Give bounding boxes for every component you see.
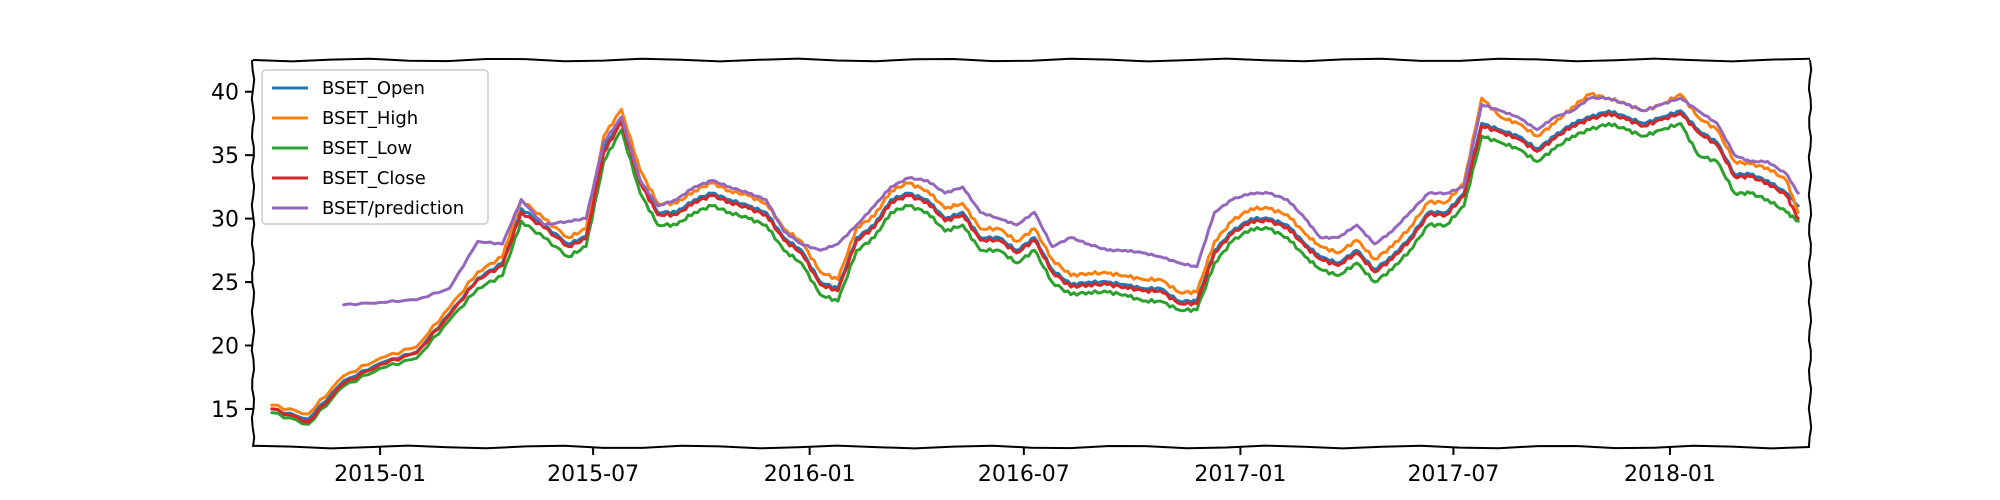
x-tick-label: 2016-07 [978,462,1070,487]
axes-frame [250,57,1813,450]
legend-label: BSET_Low [322,138,412,159]
x-tick-label: 2017-01 [1194,462,1286,487]
x-tick-label: 2015-07 [547,462,639,487]
x-tick-label: 2015-01 [334,462,426,487]
y-tick-label: 30 [211,208,239,233]
series-layer [270,91,1800,426]
y-axis: 15 20 25 30 35 40 [211,81,253,423]
legend-label: BSET_High [322,108,418,129]
x-tick-label: 2016-01 [764,462,856,487]
x-tick-label: 2018-01 [1624,462,1716,487]
series-line-bset-prediction [342,95,1800,307]
y-tick-label: 25 [211,271,239,296]
legend-label: BSET_Close [322,168,426,189]
legend-box [261,69,489,225]
legend-label: BSET/prediction [322,198,464,219]
legend-label: BSET_Open [322,78,425,99]
y-tick-label: 15 [211,398,239,423]
y-tick-label: 35 [211,144,239,169]
y-tick-label: 40 [211,81,239,106]
x-tick-label: 2017-07 [1407,462,1499,487]
y-tick-label: 20 [211,334,239,359]
series-line-bset-low [270,121,1800,426]
legend: BSET_Open BSET_High BSET_Low BSET_Close BSET… [261,69,489,225]
x-axis: 2015-01 2015-07 2016-01 2016-07 2017-01 2017-… [334,447,1716,487]
